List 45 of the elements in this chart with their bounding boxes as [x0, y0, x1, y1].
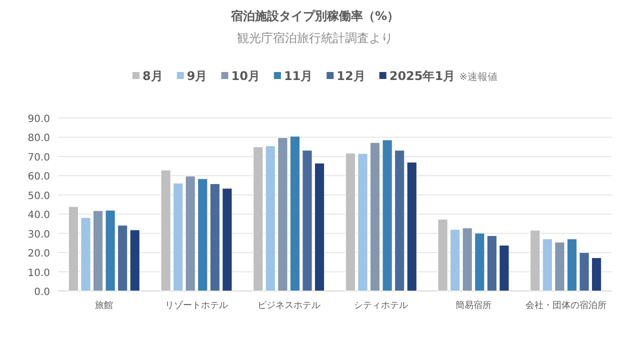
bar	[105, 210, 116, 292]
bar	[579, 252, 590, 292]
x-tick-label: ビジネスホテル	[257, 300, 320, 311]
chart-title: 宿泊施設タイプ別稼働率（%）	[230, 9, 400, 23]
x-tick-label: 旅館	[95, 300, 114, 311]
legend-label: 9月	[186, 69, 208, 83]
bar	[591, 257, 602, 292]
bar	[566, 238, 578, 292]
bar	[345, 152, 356, 292]
legend-label: 2025年1月	[389, 69, 456, 83]
x-tick-label: リゾートホテル	[165, 300, 228, 311]
bar	[68, 206, 79, 292]
y-tick-label: 0.0	[34, 287, 50, 298]
bar	[222, 188, 232, 292]
bar	[302, 150, 312, 292]
bar	[438, 219, 448, 292]
bar	[278, 137, 288, 292]
chart-subtitle: 観光庁宿泊旅行統計調査より	[237, 31, 393, 45]
x-tick-label: 簡易宿所	[456, 300, 492, 311]
legend-label: 11月	[284, 69, 313, 83]
bar	[290, 136, 300, 292]
bar	[160, 170, 171, 292]
bar	[92, 210, 104, 292]
legend-label: 8月	[142, 69, 163, 83]
x-tick-label: 会社・団体の宿泊所	[525, 300, 606, 311]
text: ※速報値	[459, 72, 498, 83]
y-tick-label: 60.0	[28, 172, 50, 183]
bar	[554, 242, 565, 292]
bar	[80, 217, 91, 292]
bar	[314, 162, 325, 292]
y-tick-label: 70.0	[28, 152, 50, 164]
bar	[499, 244, 510, 292]
bar	[370, 142, 380, 292]
y-tick-label: 30.0	[28, 229, 50, 240]
bar	[358, 153, 368, 292]
bar	[382, 140, 392, 292]
y-tick-label: 90.0	[28, 114, 50, 125]
y-tick-label: 10.0	[28, 268, 50, 279]
y-tick-label: 80.0	[28, 133, 50, 144]
y-tick-label: 50.0	[28, 190, 50, 202]
y-tick-label: 40.0	[28, 210, 50, 222]
x-tick-label: シティホテル	[354, 301, 408, 311]
y-tick-label: 20.0	[28, 248, 50, 260]
legend-label: 12月	[336, 69, 366, 83]
legend-label: 10月	[231, 69, 260, 83]
